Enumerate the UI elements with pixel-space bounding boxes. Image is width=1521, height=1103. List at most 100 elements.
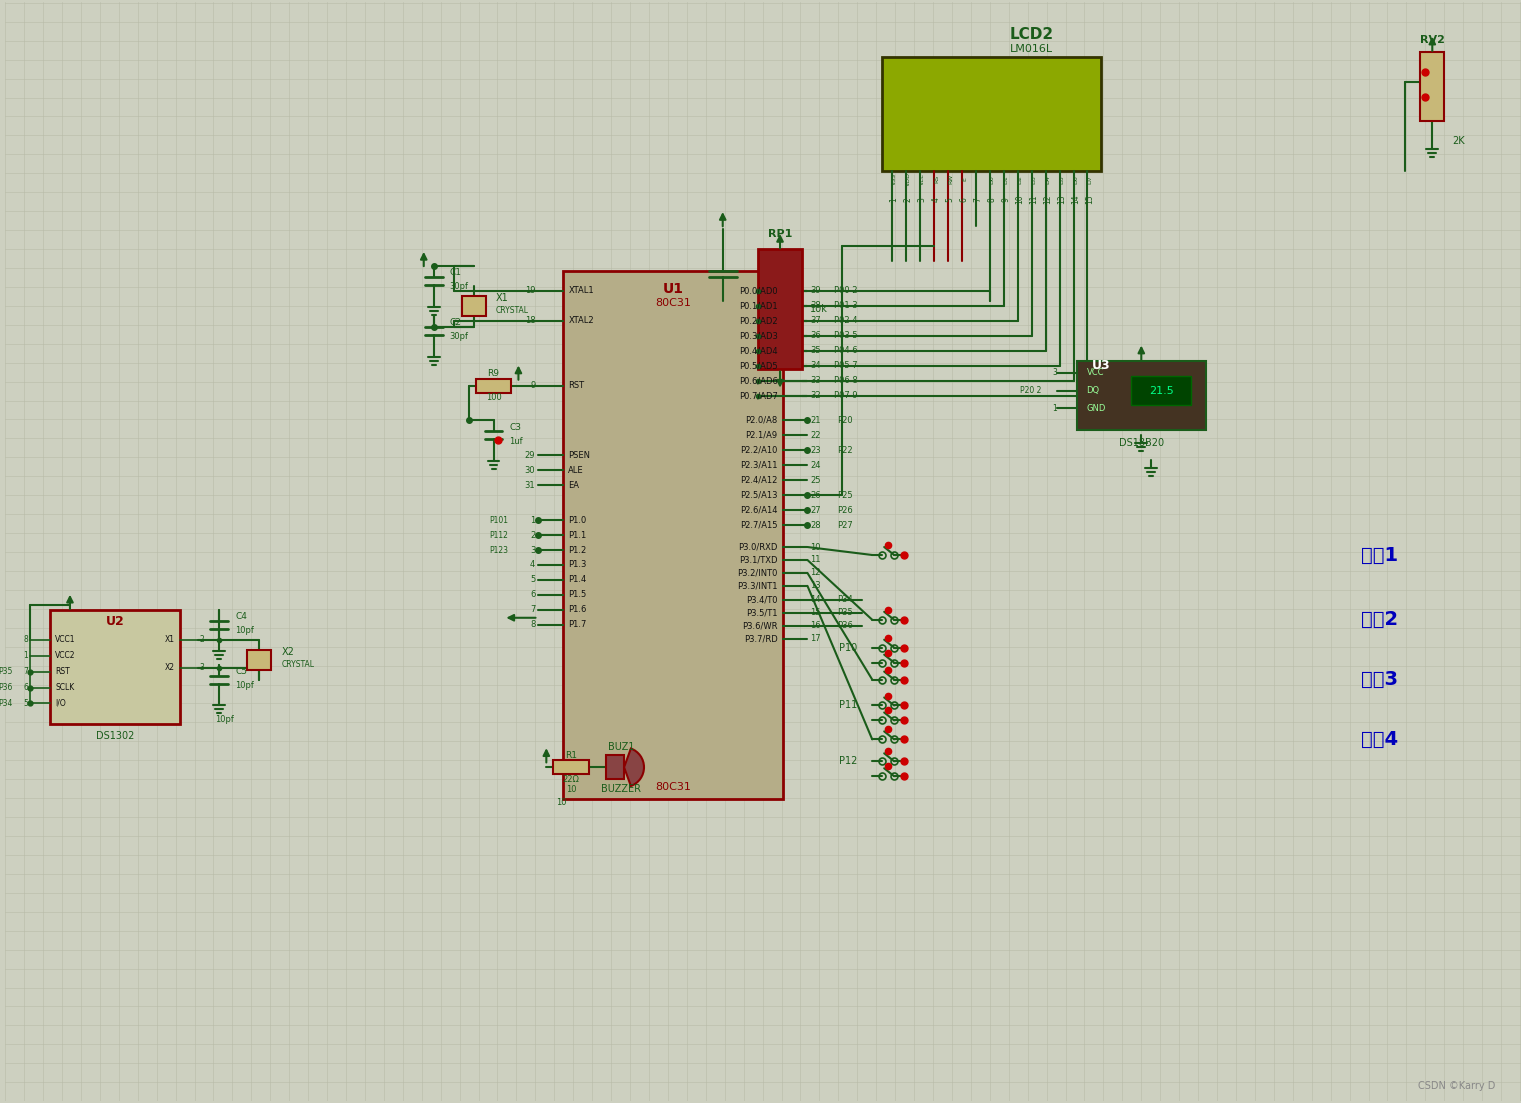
Text: 5: 5 (946, 196, 955, 202)
Text: X1: X1 (164, 635, 175, 644)
Bar (1077, 361, 1206, 430)
Text: P123: P123 (490, 546, 508, 555)
Text: 30pf: 30pf (450, 282, 468, 291)
Text: 17: 17 (811, 634, 821, 643)
Text: 4: 4 (931, 196, 940, 202)
Text: 3: 3 (1053, 368, 1057, 377)
Text: P3.3/INT1: P3.3/INT1 (738, 581, 777, 590)
Text: P0.4/AD4: P0.4/AD4 (739, 346, 777, 355)
Text: 1: 1 (531, 515, 535, 525)
Text: D0: D0 (990, 175, 995, 183)
Text: 31: 31 (525, 481, 535, 490)
Text: P05 7: P05 7 (835, 361, 858, 371)
Text: D4: D4 (1045, 175, 1051, 184)
Text: D1: D1 (1004, 175, 1008, 183)
Text: 2: 2 (199, 635, 204, 644)
Text: 7: 7 (973, 196, 983, 202)
Text: LCD2: LCD2 (1010, 28, 1054, 42)
Text: 6: 6 (23, 683, 27, 692)
Text: P0.0/AD0: P0.0/AD0 (739, 287, 777, 296)
Bar (1421, 52, 1445, 121)
Text: P1.6: P1.6 (569, 606, 587, 614)
Text: P20: P20 (838, 416, 853, 425)
Text: 10k: 10k (811, 303, 829, 314)
Text: D7: D7 (1088, 175, 1092, 184)
Text: 5: 5 (23, 699, 27, 708)
Text: 10: 10 (566, 784, 576, 794)
Text: 21.5: 21.5 (1148, 386, 1174, 396)
Text: 11: 11 (811, 556, 821, 565)
Text: 3: 3 (199, 663, 204, 672)
Text: 30pf: 30pf (450, 332, 468, 341)
Text: 34: 34 (811, 361, 821, 371)
Text: P3.6/WR: P3.6/WR (742, 621, 777, 630)
Bar (607, 756, 624, 779)
Text: 80C31: 80C31 (656, 782, 691, 792)
Text: 9: 9 (531, 381, 535, 390)
Text: P3.7/RD: P3.7/RD (744, 634, 777, 643)
Text: 闸钟1: 闸钟1 (1361, 546, 1398, 565)
Text: 3: 3 (917, 196, 926, 202)
Text: P101: P101 (490, 515, 508, 525)
Text: P0.3/AD3: P0.3/AD3 (739, 331, 777, 340)
Text: PSEN: PSEN (569, 451, 590, 460)
Text: P3.1/TXD: P3.1/TXD (739, 556, 777, 565)
Text: 21: 21 (811, 416, 821, 425)
Text: BUZZER: BUZZER (601, 784, 640, 794)
Text: P22: P22 (838, 446, 853, 454)
Text: 35: 35 (811, 346, 821, 355)
Text: P1.3: P1.3 (569, 560, 587, 569)
Text: 4: 4 (531, 560, 535, 569)
Text: 10pf: 10pf (236, 681, 254, 690)
Text: 28: 28 (811, 521, 821, 529)
Text: 14: 14 (1071, 194, 1080, 204)
Text: EA: EA (569, 481, 580, 490)
Text: CRYSTAL: CRYSTAL (496, 307, 528, 315)
Text: 15: 15 (811, 608, 821, 618)
Text: X2: X2 (281, 646, 294, 656)
Text: P2.6/A14: P2.6/A14 (741, 505, 777, 515)
Text: X2: X2 (164, 663, 175, 672)
Text: P3.4/T0: P3.4/T0 (745, 596, 777, 604)
Text: 5: 5 (531, 576, 535, 585)
Text: 1uf: 1uf (510, 437, 523, 446)
Text: C4: C4 (236, 612, 248, 621)
Text: D5: D5 (1060, 175, 1065, 183)
Text: 23: 23 (811, 446, 821, 454)
Text: 1: 1 (23, 651, 27, 660)
Text: 80C31: 80C31 (656, 298, 691, 308)
Text: 32: 32 (811, 392, 821, 400)
Text: C1: C1 (450, 268, 462, 278)
Text: 7: 7 (529, 606, 535, 614)
Text: X1: X1 (496, 293, 508, 303)
Text: P34: P34 (838, 596, 853, 604)
Text: 8: 8 (23, 635, 27, 644)
Text: 8: 8 (987, 196, 996, 202)
Text: 27: 27 (811, 505, 821, 515)
Text: VCC: VCC (1086, 368, 1104, 377)
Text: R9: R9 (488, 370, 499, 378)
Text: P07 9: P07 9 (835, 392, 858, 400)
Text: 24: 24 (811, 461, 821, 470)
Text: 10pf: 10pf (214, 715, 234, 724)
Text: P0.5/AD5: P0.5/AD5 (739, 361, 777, 371)
Text: U3: U3 (1092, 360, 1110, 372)
Text: 10: 10 (1015, 194, 1024, 204)
Text: P25: P25 (838, 491, 853, 500)
Text: C3: C3 (510, 422, 522, 432)
Text: XTAL2: XTAL2 (569, 317, 593, 325)
Text: P1.5: P1.5 (569, 590, 587, 599)
Text: 闸钟4: 闸钟4 (1361, 730, 1398, 749)
Bar (1132, 376, 1191, 406)
Text: P10: P10 (840, 643, 858, 653)
Text: P1.0: P1.0 (569, 515, 587, 525)
Text: P35: P35 (838, 608, 853, 618)
Text: D3: D3 (1031, 175, 1037, 184)
Text: 10pf: 10pf (236, 627, 254, 635)
Text: P1.1: P1.1 (569, 531, 587, 539)
Text: 37: 37 (811, 317, 821, 325)
Text: P26: P26 (838, 505, 853, 515)
Text: P12: P12 (840, 757, 858, 767)
Text: RST: RST (55, 667, 70, 676)
Text: P34: P34 (0, 699, 12, 708)
